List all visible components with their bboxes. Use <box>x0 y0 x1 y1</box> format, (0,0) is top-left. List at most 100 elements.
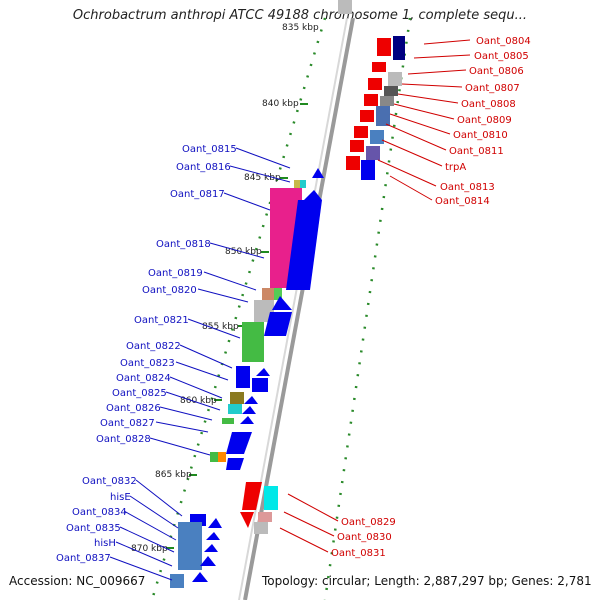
gene-block <box>170 574 184 588</box>
gene-label[interactable]: Oant_0828 <box>96 434 151 445</box>
scale-label: 860 kbp <box>180 396 217 406</box>
gene-label[interactable]: Oant_0826 <box>106 403 161 414</box>
left-gene-labels: Oant_0815 Oant_0816 Oant_0817 Oant_0818 … <box>56 144 237 564</box>
leader-line <box>187 318 241 339</box>
gene-arrow <box>268 324 286 336</box>
gene-label[interactable]: Oant_0834 <box>72 507 127 518</box>
gene-label[interactable]: Oant_0829 <box>341 517 396 528</box>
leader-line <box>123 510 177 541</box>
gene-label[interactable]: Oant_0814 <box>435 196 490 207</box>
gene-block <box>388 72 402 86</box>
gene-label[interactable]: Oant_0819 <box>148 268 203 279</box>
right-gene-cluster-upper <box>338 0 405 180</box>
leader-line <box>197 288 249 303</box>
gene-label[interactable]: Oant_0831 <box>331 548 386 559</box>
tick-rail-left <box>150 17 327 600</box>
gene-label[interactable]: Oant_0804 <box>476 36 531 47</box>
gene-label[interactable]: Oant_0817 <box>170 189 225 200</box>
gene-block <box>222 418 234 424</box>
leader-line <box>401 83 463 88</box>
gene-label[interactable]: Oant_0820 <box>142 285 197 296</box>
gene-label[interactable]: Oant_0816 <box>176 162 231 173</box>
gene-block <box>384 86 398 96</box>
gene-label[interactable]: Oant_0832 <box>82 476 137 487</box>
leader-line <box>165 391 221 411</box>
scale-labels: 835 kbp 840 kbp 845 kbp 850 kbp 855 kbp … <box>131 23 319 554</box>
right-gene-cluster-lower <box>240 482 278 534</box>
gene-arrow <box>240 512 254 528</box>
leader-line <box>169 376 223 399</box>
leader-line <box>229 165 291 183</box>
scale-label: 835 kbp <box>282 23 319 33</box>
gene-block <box>368 78 382 90</box>
gene-block <box>242 322 264 362</box>
gene-label[interactable]: Oant_0837 <box>56 553 111 564</box>
gene-label[interactable]: Oant_0827 <box>100 418 155 429</box>
gene-arrow <box>286 200 322 290</box>
leader-line <box>149 437 211 456</box>
gene-label[interactable]: Oant_0815 <box>182 144 237 155</box>
gene-arrow <box>206 532 220 540</box>
gene-block <box>354 126 368 138</box>
gene-label[interactable]: Oant_0805 <box>474 51 529 62</box>
leader-line <box>109 556 173 581</box>
gene-arrow <box>242 482 262 510</box>
gene-label[interactable]: hisH <box>94 538 116 549</box>
leader-line <box>389 175 433 201</box>
gene-label[interactable]: Oant_0830 <box>337 532 392 543</box>
gene-arrow <box>204 544 218 552</box>
leader-line <box>129 495 179 529</box>
topology-text: Topology: circular; Length: 2,887,297 bp… <box>262 574 592 588</box>
leader-line <box>377 159 437 187</box>
gene-block <box>258 512 272 522</box>
gene-block <box>210 452 218 462</box>
gene-label[interactable]: Oant_0825 <box>112 388 167 399</box>
leader-line <box>389 113 451 135</box>
gene-block <box>364 94 378 106</box>
gene-label[interactable]: Oant_0813 <box>440 182 495 193</box>
gene-label[interactable]: trpA <box>445 162 466 173</box>
leader-line <box>209 242 265 259</box>
gene-arrow <box>242 406 256 414</box>
gene-label[interactable]: Oant_0810 <box>453 130 508 141</box>
scale-label: 845 kbp <box>244 173 281 183</box>
gene-block <box>376 106 390 126</box>
leader-line <box>385 123 447 151</box>
leader-line <box>155 421 209 433</box>
gene-arrow <box>264 312 292 336</box>
gene-label[interactable]: hisE <box>110 492 131 503</box>
gene-label[interactable]: Oant_0821 <box>134 315 189 326</box>
gene-block <box>230 392 244 404</box>
gene-label[interactable]: Oant_0811 <box>449 146 504 157</box>
accession-text: Accession: NC_009667 <box>9 574 146 588</box>
gene-label[interactable]: Oant_0823 <box>120 358 175 369</box>
right-leaders <box>279 39 471 553</box>
gene-label[interactable]: Oant_0818 <box>156 239 211 250</box>
gene-block <box>218 452 226 462</box>
gene-arrow <box>200 556 216 566</box>
leader-line <box>407 69 467 75</box>
gene-label[interactable]: Oant_0835 <box>66 523 121 534</box>
gene-block <box>346 156 360 170</box>
gene-label[interactable]: Oant_0806 <box>469 66 524 77</box>
scale-label: 865 kbp <box>155 470 192 480</box>
gene-label[interactable]: Oant_0807 <box>465 83 520 94</box>
gene-block <box>350 140 364 152</box>
gene-label[interactable]: Oant_0824 <box>116 373 171 384</box>
gene-arrow <box>240 416 254 424</box>
leader-line <box>397 93 459 104</box>
gene-block <box>252 378 268 392</box>
gene-block <box>338 0 352 14</box>
gene-label[interactable]: Oant_0809 <box>457 115 512 126</box>
gene-block <box>294 180 300 188</box>
gene-block <box>236 366 250 388</box>
leader-line <box>423 39 471 45</box>
leader-line <box>279 527 329 553</box>
left-gene-cluster-lower <box>170 514 222 588</box>
gene-block <box>393 36 405 60</box>
gene-label[interactable]: Oant_0822 <box>126 341 181 352</box>
scale-label: 840 kbp <box>262 99 299 109</box>
gene-label[interactable]: Oant_0808 <box>461 99 516 110</box>
scale-label: 855 kbp <box>202 322 239 332</box>
gene-block <box>178 522 202 570</box>
